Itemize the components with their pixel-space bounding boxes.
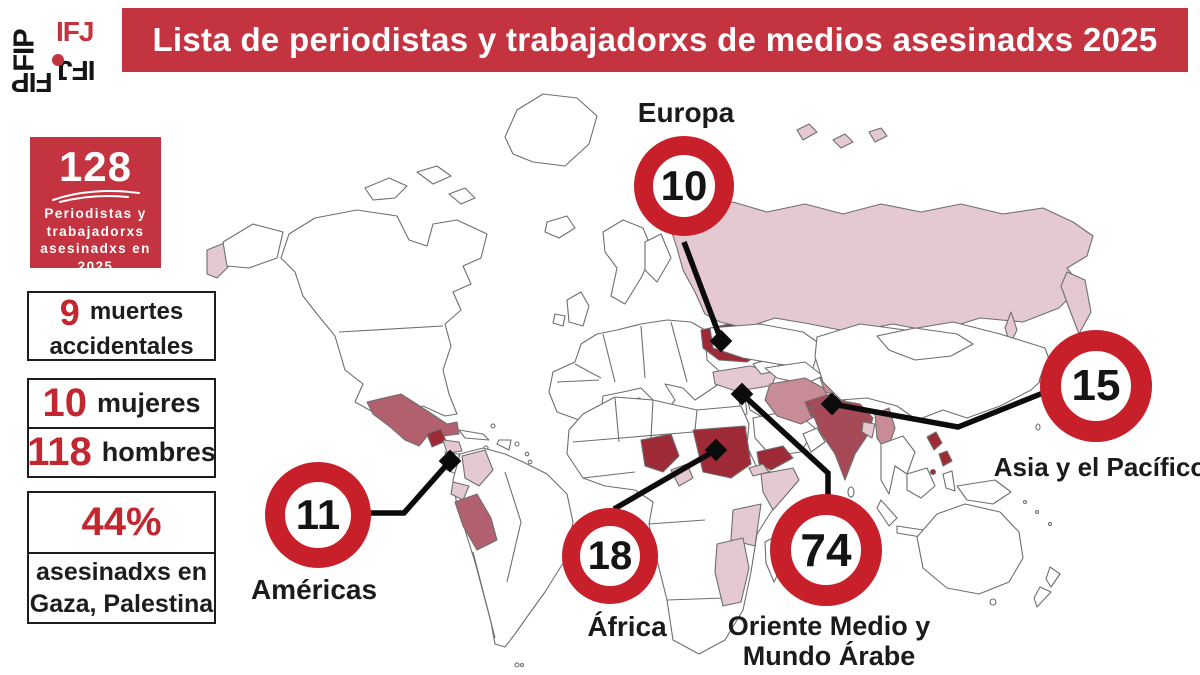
country-india bbox=[809, 399, 874, 481]
country-colombia bbox=[461, 449, 494, 487]
gaza-line1: asesinadxs en bbox=[36, 557, 207, 586]
country-honduras bbox=[442, 439, 463, 454]
label-oriente: Oriente Medio y Mundo Árabe bbox=[728, 611, 931, 671]
country-peru bbox=[454, 493, 498, 551]
label-africa: África bbox=[587, 611, 667, 642]
country-new-guinea bbox=[956, 479, 1012, 505]
men-label: hombres bbox=[101, 437, 216, 467]
badge-asia-value: 15 bbox=[1071, 361, 1121, 410]
logo-fip-rotated: FIP bbox=[12, 67, 53, 98]
badge-americas-value: 11 bbox=[295, 491, 341, 538]
badge-oriente-value: 74 bbox=[800, 524, 852, 576]
connector-africa bbox=[612, 447, 718, 512]
label-asia: Asia y el Pacífico bbox=[993, 452, 1200, 482]
country-kenya-tanzania bbox=[730, 503, 762, 547]
country-australia bbox=[916, 503, 1024, 595]
country-yemen bbox=[756, 445, 794, 471]
logo-ifj-red: IFJ bbox=[56, 16, 94, 47]
country-russia bbox=[670, 201, 1094, 333]
country-mozambique bbox=[714, 537, 750, 607]
accidental-line2: accidentales bbox=[49, 332, 194, 360]
country-bangladesh bbox=[861, 421, 876, 439]
badge-europa: 10 bbox=[634, 136, 734, 236]
badge-americas: 11 bbox=[265, 462, 371, 568]
connector-oriente bbox=[740, 391, 831, 496]
country-somalia bbox=[760, 467, 800, 511]
men-value: 118 bbox=[27, 430, 92, 474]
badge-africa: 18 bbox=[562, 508, 658, 604]
header-banner: Lista de periodistas y trabajadorxs de m… bbox=[122, 8, 1188, 72]
badge-asia: 15 bbox=[1040, 330, 1152, 442]
underline-swoosh bbox=[51, 190, 140, 204]
label-europa: Europa bbox=[637, 97, 735, 128]
connector-asia bbox=[831, 390, 1045, 430]
continent-south-america bbox=[452, 447, 574, 648]
total-caption-line: Periodistas y bbox=[44, 206, 147, 222]
badge-oriente: 74 bbox=[770, 494, 882, 606]
gaza-box: 44% asesinadxs en Gaza, Palestina bbox=[27, 491, 216, 624]
page-title: Lista de periodistas y trabajadorxs de m… bbox=[152, 21, 1158, 58]
label-americas: Américas bbox=[250, 574, 378, 605]
gaza-value: 44% bbox=[81, 500, 162, 544]
country-greenland bbox=[504, 93, 598, 167]
world-map bbox=[206, 93, 1094, 668]
connector-americas bbox=[370, 459, 453, 516]
logo-fip-vertical: FIP bbox=[8, 29, 41, 72]
accidental-word: muertes bbox=[89, 298, 184, 326]
badge-africa-value: 18 bbox=[587, 533, 633, 578]
connector-europa bbox=[681, 241, 724, 341]
country-canada-usa bbox=[280, 209, 488, 419]
accidental-value: 9 bbox=[59, 291, 80, 333]
gender-box: 10 mujeres 118 hombres bbox=[27, 378, 216, 478]
total-killed-value: 128 bbox=[58, 143, 133, 190]
gaza-line2: Gaza, Palestina bbox=[29, 590, 214, 618]
country-philippines bbox=[926, 431, 943, 451]
label-oriente-line1: Oriente Medio y bbox=[727, 611, 931, 641]
women-value: 10 bbox=[42, 381, 87, 425]
country-china bbox=[814, 321, 1054, 421]
label-oriente-line2: Mundo Árabe bbox=[742, 641, 916, 671]
logo-red-dot bbox=[52, 54, 64, 66]
badge-europa-value: 10 bbox=[660, 162, 708, 209]
total-caption-line: 2025 bbox=[77, 258, 114, 274]
accidental-deaths-box: 9 muertes accidentales bbox=[27, 291, 216, 361]
country-nigeria bbox=[640, 433, 680, 473]
ifj-fip-logo: FIP IFJ FIP IFJ bbox=[8, 6, 120, 99]
total-caption-line: asesinadxs en bbox=[40, 241, 151, 257]
total-killed-box: 128 Periodistas y trabajadorxs asesinadx… bbox=[30, 137, 161, 274]
total-caption-line: trabajadorxs bbox=[46, 223, 145, 239]
women-label: mujeres bbox=[96, 388, 201, 418]
